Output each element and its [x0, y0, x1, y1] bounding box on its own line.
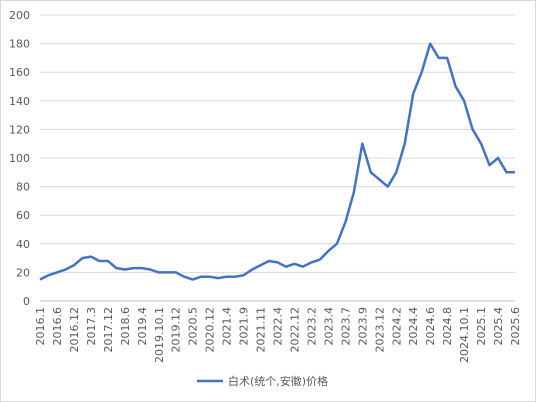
x-tick-label: 2022.12 — [288, 307, 301, 353]
x-tick-label: 2019.4 — [136, 307, 149, 346]
x-tick-label: 2016.1 — [34, 307, 47, 346]
x-tick-label: 2025.6 — [509, 307, 522, 346]
x-tick-label: 2021.4 — [221, 307, 234, 346]
x-tick-label: 2023.4 — [322, 307, 335, 346]
legend-label: 白术(统个,安徽)价格 — [228, 374, 328, 388]
x-tick-label: 2019.10.1 — [153, 307, 166, 363]
x-tick-label: 2025.4 — [492, 307, 505, 346]
x-tick-label: 2022.4 — [272, 307, 285, 346]
x-tick-label: 2024.10.1 — [458, 307, 471, 363]
x-tick-label: 2023.2 — [305, 307, 318, 346]
y-tick-label: 160 — [9, 66, 30, 79]
x-tick-label: 2023.9 — [356, 307, 369, 346]
x-tick-label: 2020.5 — [187, 307, 200, 346]
y-tick-label: 120 — [9, 123, 30, 136]
x-tick-label: 2023.12 — [373, 307, 386, 353]
x-tick-label: 2020.12 — [204, 307, 217, 353]
y-tick-label: 60 — [16, 209, 30, 222]
y-tick-label: 100 — [9, 152, 30, 165]
x-tick-label: 2021.11 — [255, 307, 268, 353]
y-tick-label: 80 — [16, 181, 30, 194]
x-tick-label: 2024.2 — [390, 307, 403, 346]
x-tick-label: 2017.12 — [102, 307, 115, 353]
y-tick-label: 140 — [9, 95, 30, 108]
y-tick-label: 200 — [9, 9, 30, 22]
x-tick-label: 2018.6 — [119, 307, 132, 346]
y-tick-label: 180 — [9, 38, 30, 51]
y-tick-label: 20 — [16, 266, 30, 279]
x-tick-label: 2024.8 — [441, 307, 454, 346]
x-tick-label: 2016.6 — [51, 307, 64, 346]
x-tick-label: 2017.3 — [85, 307, 98, 346]
x-tick-label: 2024.4 — [407, 307, 420, 346]
x-tick-label: 2024.6 — [424, 307, 437, 346]
x-tick-label: 2021.9 — [238, 307, 251, 346]
x-tick-label: 2016.12 — [68, 307, 81, 353]
y-tick-label: 40 — [16, 238, 30, 251]
x-tick-label: 2023.7 — [339, 307, 352, 346]
x-tick-label: 2019.12 — [170, 307, 183, 353]
line-series — [39, 42, 515, 281]
y-tick-label: 0 — [23, 295, 30, 308]
x-tick-label: 2025.1 — [475, 307, 488, 346]
